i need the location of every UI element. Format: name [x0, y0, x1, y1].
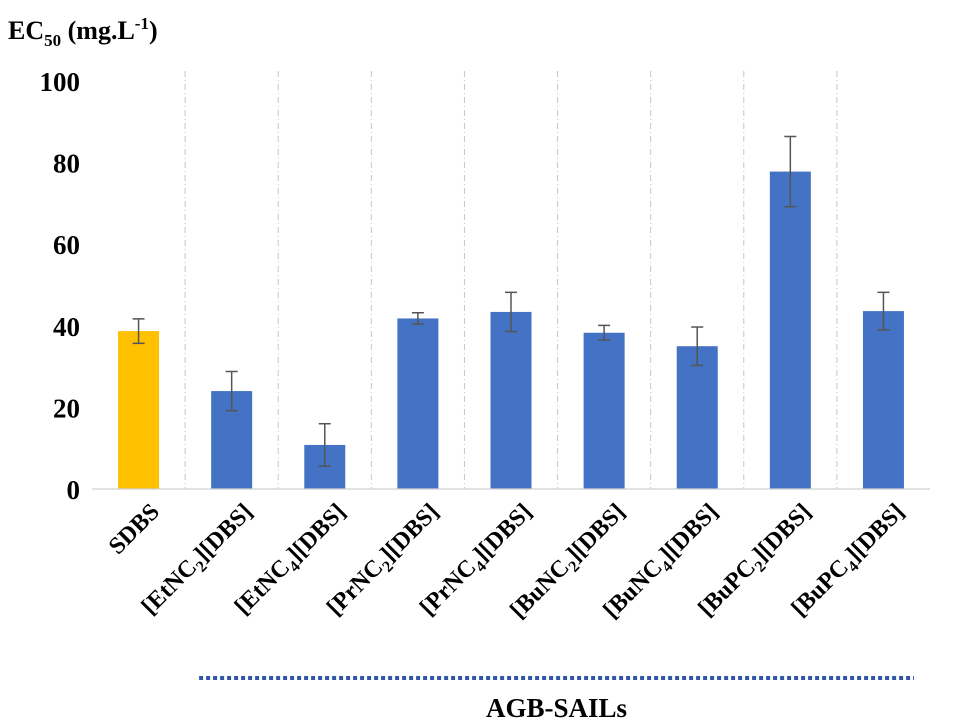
bar [118, 331, 160, 489]
y-axis-label-close: ) [149, 16, 158, 45]
y-tick-label: 0 [67, 475, 81, 505]
bar [862, 311, 904, 489]
gridlines [184, 71, 838, 489]
bar [397, 318, 439, 489]
y-axis-label: EC50 (mg.L-1) [8, 14, 158, 50]
bar [769, 171, 811, 490]
error-bars [132, 135, 890, 467]
x-category-labels: SDBS[EtNC2][DBS][EtNC4][DBS][PrNC2][DBS]… [104, 499, 910, 624]
y-axis-label-subscript: 50 [44, 31, 61, 50]
bar [583, 332, 625, 489]
y-axis-label-unit: (mg.L [61, 16, 135, 45]
bar [676, 346, 718, 489]
bar [490, 311, 532, 489]
y-tick-label: 60 [53, 230, 80, 260]
y-axis-label-main: EC [8, 16, 44, 45]
y-tick-label: 80 [53, 149, 80, 179]
x-tick-label: SDBS [104, 499, 165, 560]
group-label: AGB-SAILs [486, 693, 627, 723]
y-axis-label-superscript: -1 [135, 14, 149, 33]
y-tick-label: 100 [40, 67, 81, 97]
y-tick-labels: 0 20 40 60 80 100 [40, 67, 81, 505]
y-tick-label: 20 [53, 393, 80, 423]
y-tick-label: 40 [53, 312, 80, 342]
